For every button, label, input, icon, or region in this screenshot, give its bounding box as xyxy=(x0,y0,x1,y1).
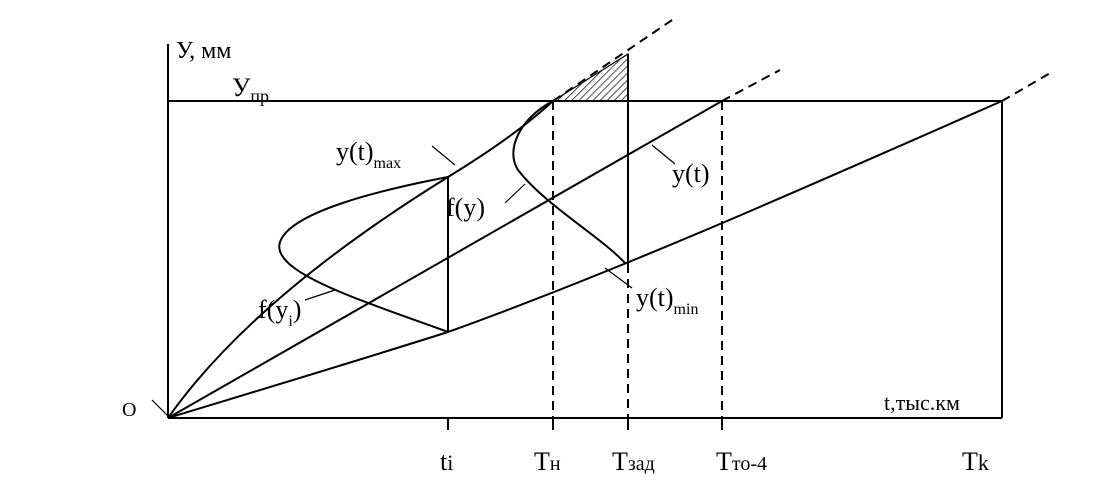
ymean-label: y(t) xyxy=(672,159,710,188)
tick-label-tto: Тто-4 xyxy=(716,447,767,476)
tick-label-tn: Тн xyxy=(534,447,561,476)
fy-leader xyxy=(504,183,526,204)
ymax-curve xyxy=(167,100,554,419)
origin-tick xyxy=(151,399,169,417)
tick-label-tzad: Тзад xyxy=(612,447,655,476)
ymin-leader xyxy=(604,267,633,289)
fyi-leader xyxy=(304,289,336,301)
ymean-line xyxy=(167,100,723,419)
tick-label-ti: ti xyxy=(440,447,453,476)
limit-label: Упр xyxy=(232,73,269,106)
fy-label: f(y) xyxy=(446,193,485,222)
y-axis-label: У, мм xyxy=(176,38,231,64)
x-axis-label: t,тыс.км xyxy=(884,390,960,415)
hatched-region xyxy=(550,52,629,102)
ymin-label: y(t)min xyxy=(636,283,698,318)
ymean-extension xyxy=(721,69,781,102)
ymin-extension xyxy=(1001,71,1053,102)
fyi-label: f(yi) xyxy=(258,295,301,330)
fyi-distribution xyxy=(278,176,449,333)
fy-distribution xyxy=(512,100,627,265)
ymin-curve xyxy=(167,100,1003,419)
ymax-extension xyxy=(552,17,676,102)
tick-label-tk: Тk xyxy=(962,447,989,476)
ymean-leader xyxy=(651,144,676,165)
origin-label: О xyxy=(122,399,136,421)
ymax-leader xyxy=(431,145,456,166)
ymax-label: y(t)max xyxy=(336,137,401,172)
